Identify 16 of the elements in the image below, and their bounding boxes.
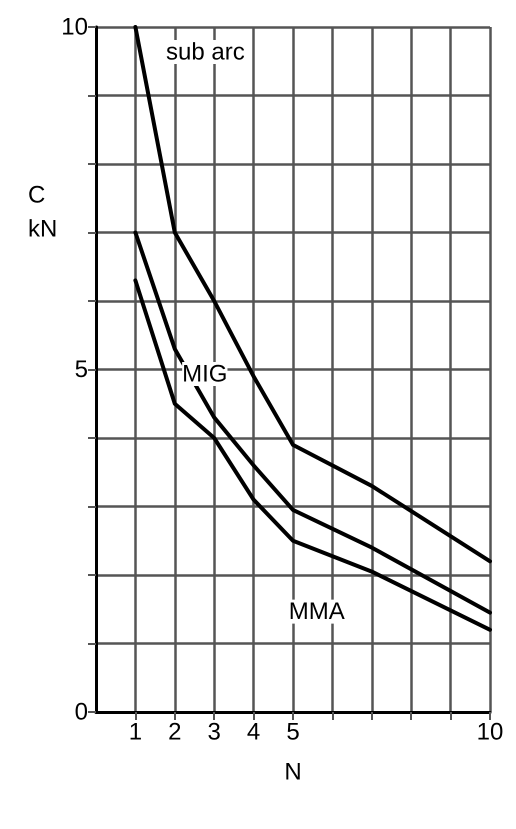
y-tick-label: 5 [74, 356, 88, 383]
y-axis-title: C kN [28, 182, 58, 242]
x-tick-label: 3 [208, 718, 221, 746]
y-tick-label: 10 [61, 14, 88, 40]
x-tick-label: 2 [168, 718, 182, 746]
x-tick-label: 5 [286, 718, 300, 746]
y-tick-label: 0 [74, 698, 88, 726]
line-series [133, 25, 492, 564]
x-tick-label: 1 [128, 718, 142, 746]
x-tick-label: 10 [476, 718, 504, 746]
line-series [133, 278, 492, 632]
x-axis-title: N [284, 758, 302, 786]
series-label: MMA [288, 598, 345, 626]
series-label: sub arc [166, 38, 245, 66]
x-tick-label: 4 [246, 718, 260, 746]
series-label: MIG [182, 360, 228, 388]
